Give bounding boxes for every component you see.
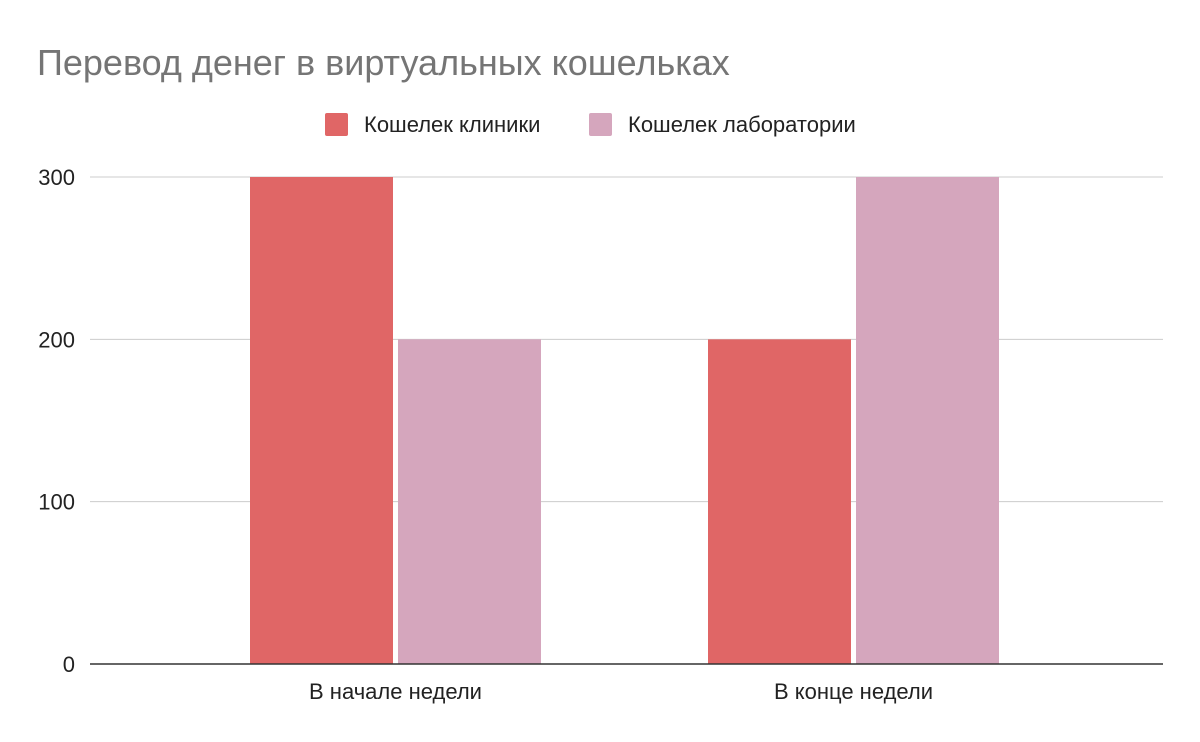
chart-title: Перевод денег в виртуальных кошельках [37, 42, 730, 83]
legend-label-lab: Кошелек лаборатории [628, 112, 856, 137]
bar-lab-1 [398, 339, 541, 664]
legend-swatch-lab [589, 113, 612, 136]
y-tick-label: 300 [38, 165, 75, 190]
bar-lab-2 [856, 177, 999, 664]
legend: Кошелек клиники Кошелек лаборатории [325, 112, 856, 137]
x-category-label: В начале недели [309, 679, 482, 704]
legend-label-clinic: Кошелек клиники [364, 112, 540, 137]
y-tick-label: 0 [63, 652, 75, 677]
legend-swatch-clinic [325, 113, 348, 136]
y-tick-label: 100 [38, 490, 75, 515]
bar-clinic-2 [708, 339, 851, 664]
bar-clinic-1 [250, 177, 393, 664]
x-category-label: В конце недели [774, 679, 933, 704]
y-tick-label: 200 [38, 327, 75, 352]
